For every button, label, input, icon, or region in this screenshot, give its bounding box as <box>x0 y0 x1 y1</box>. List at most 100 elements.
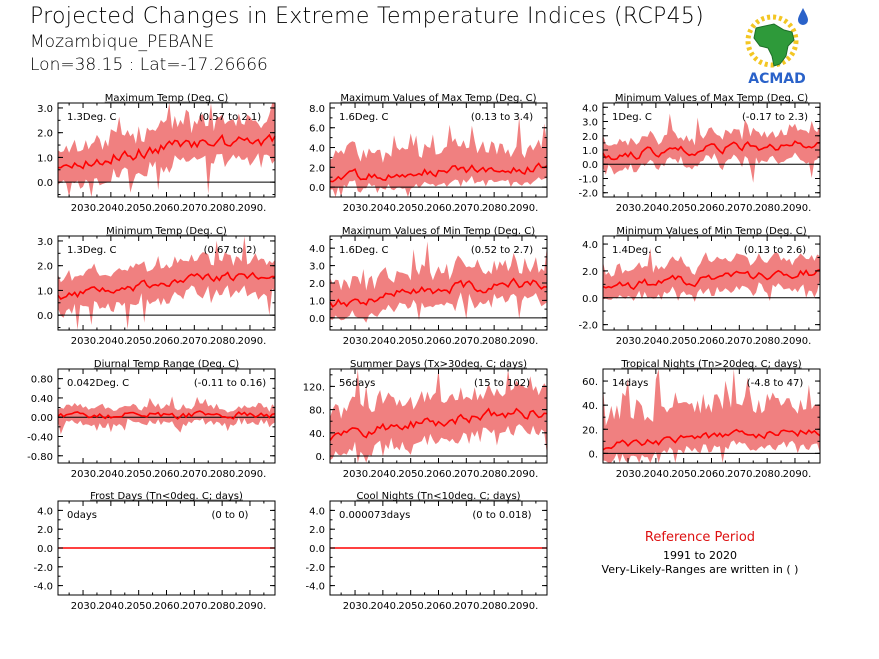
y-tick-label: 0.0 <box>582 160 598 171</box>
mean-change-label: 56days <box>339 378 375 389</box>
mean-change-label: 1.3Deg. C <box>67 245 116 256</box>
x-tick-label: 2090. <box>510 469 539 480</box>
chart-panel-7: -0.80 -0.40 0.00 0.40 0.80 2030. 2040. 2050. 206… <box>27 359 276 480</box>
x-tick-label: 2050. <box>398 469 427 480</box>
x-tick-label: 2090. <box>510 601 539 612</box>
y-tick-label: 0.0 <box>37 311 53 322</box>
x-tick-label: 2060. <box>426 601 455 612</box>
chart-title: Diurnal Temp Range (Deg. C) <box>94 359 239 370</box>
page-title: Projected Changes in Extreme Temperature… <box>30 4 705 29</box>
y-tick-label: 3.0 <box>37 237 53 248</box>
x-tick-label: 2090. <box>238 469 267 480</box>
x-tick-label: 2070. <box>727 203 756 214</box>
x-tick-label: 2080. <box>210 336 239 347</box>
x-tick-label: 2050. <box>126 601 155 612</box>
mean-change-label: 1.6Deg. C <box>339 112 388 123</box>
chart-panel-11: -4.0 -2.0 0.0 2.0 4.0 2030. 2040. 2050. 2060. 207… <box>305 491 548 612</box>
x-tick-label: 2090. <box>238 601 267 612</box>
mean-change-label: 1.3Deg. C <box>67 112 116 123</box>
chart-panel-4: 0.0 1.0 2.0 3.0 2030. 2040. 2050. 2060. 2070. 208… <box>37 226 276 347</box>
uncertainty-band <box>58 236 275 330</box>
x-tick-label: 2040. <box>644 336 673 347</box>
ensemble-mean-line <box>57 410 276 420</box>
x-tick-label: 2050. <box>671 203 700 214</box>
x-tick-label: 2040. <box>644 469 673 480</box>
x-tick-label: 2090. <box>783 469 812 480</box>
y-tick-label: 0.0 <box>309 314 325 325</box>
y-tick-label: -2.0 <box>33 563 53 574</box>
mean-change-label: 0.042Deg. C <box>67 378 129 389</box>
x-tick-label: 2040. <box>99 203 128 214</box>
x-tick-label: 2070. <box>454 601 483 612</box>
x-tick-label: 2070. <box>182 469 211 480</box>
ensemble-mean-line <box>57 271 276 301</box>
x-tick-label: 2090. <box>238 203 267 214</box>
x-tick-label: 2030. <box>343 203 372 214</box>
ensemble-mean-line <box>57 133 276 170</box>
x-tick-label: 2050. <box>126 203 155 214</box>
y-tick-label: 4.0 <box>37 506 53 517</box>
y-tick-label: 4.0 <box>309 144 325 155</box>
mean-change-label: 0.000073days <box>339 510 410 521</box>
x-tick-label: 2030. <box>71 469 100 480</box>
ensemble-mean-line <box>329 277 548 308</box>
ensemble-mean-line <box>602 268 821 291</box>
y-tick-label: 120. <box>303 382 325 393</box>
uncertainty-band <box>58 396 275 435</box>
x-tick-label: 2080. <box>755 469 784 480</box>
chart-title: Tropical Nights (Tn>20deg. C; days) <box>620 359 801 370</box>
y-tick-label: 8.0 <box>309 104 325 115</box>
uncertainty-band <box>603 369 820 463</box>
x-tick-label: 2080. <box>210 203 239 214</box>
x-tick-label: 2030. <box>71 336 100 347</box>
y-tick-label: -4.0 <box>305 582 325 593</box>
likely-range-label: (-4.8 to 47) <box>747 378 804 389</box>
chart-panel-8: 0. 40. 80. 120. 2030. 2040. 2050. 2060. 2070. 208… <box>303 359 548 480</box>
mean-change-label: 1.6Deg. C <box>339 245 388 256</box>
likely-range-label: (0.13 to 3.4) <box>471 112 533 123</box>
y-tick-label: 2.0 <box>37 262 53 273</box>
x-tick-label: 2080. <box>755 203 784 214</box>
y-tick-label: 1.0 <box>37 286 53 297</box>
y-tick-label: 0.80 <box>31 375 53 386</box>
y-tick-label: 40. <box>309 429 325 440</box>
x-tick-label: 2090. <box>238 336 267 347</box>
likely-range-label: (0.52 to 2.7) <box>471 245 533 256</box>
ensemble-mean-line <box>329 162 548 183</box>
x-tick-label: 2090. <box>783 203 812 214</box>
chart-title: Maximum Values of Min Temp (Deg. C) <box>342 226 535 237</box>
x-tick-label: 2050. <box>126 469 155 480</box>
x-tick-label: 2070. <box>454 469 483 480</box>
x-tick-label: 2060. <box>426 336 455 347</box>
y-tick-label: 60. <box>582 377 598 388</box>
y-tick-label: 2.0 <box>582 132 598 143</box>
africa-map-logo: ACMAD <box>745 8 808 86</box>
y-tick-label: 0.00 <box>31 413 53 424</box>
water-drop-icon <box>798 8 808 25</box>
x-tick-label: 2040. <box>371 469 400 480</box>
y-tick-label: 0.40 <box>31 394 53 405</box>
x-tick-label: 2070. <box>727 336 756 347</box>
y-tick-label: 3.0 <box>37 104 53 115</box>
x-tick-label: 2030. <box>71 601 100 612</box>
y-tick-label: 4.0 <box>309 506 325 517</box>
chart-title: Cool Nights (Tn<10deg. C; days) <box>356 491 520 502</box>
x-tick-label: 2030. <box>616 203 645 214</box>
x-tick-label: 2080. <box>482 601 511 612</box>
uncertainty-band <box>330 116 547 197</box>
x-tick-label: 2030. <box>71 203 100 214</box>
y-tick-label: 20. <box>582 425 598 436</box>
x-tick-label: 2080. <box>482 203 511 214</box>
y-tick-label: 6.0 <box>309 124 325 135</box>
y-tick-label: 2.0 <box>309 279 325 290</box>
y-tick-label: 4.0 <box>309 244 325 255</box>
y-tick-label: 2.0 <box>582 267 598 278</box>
y-tick-label: 1.0 <box>582 146 598 157</box>
x-tick-label: 2050. <box>126 336 155 347</box>
x-tick-label: 2060. <box>699 336 728 347</box>
x-tick-label: 2050. <box>671 469 700 480</box>
chart-title: Frost Days (Tn<0deg. C; days) <box>90 491 243 502</box>
x-tick-label: 2080. <box>210 601 239 612</box>
